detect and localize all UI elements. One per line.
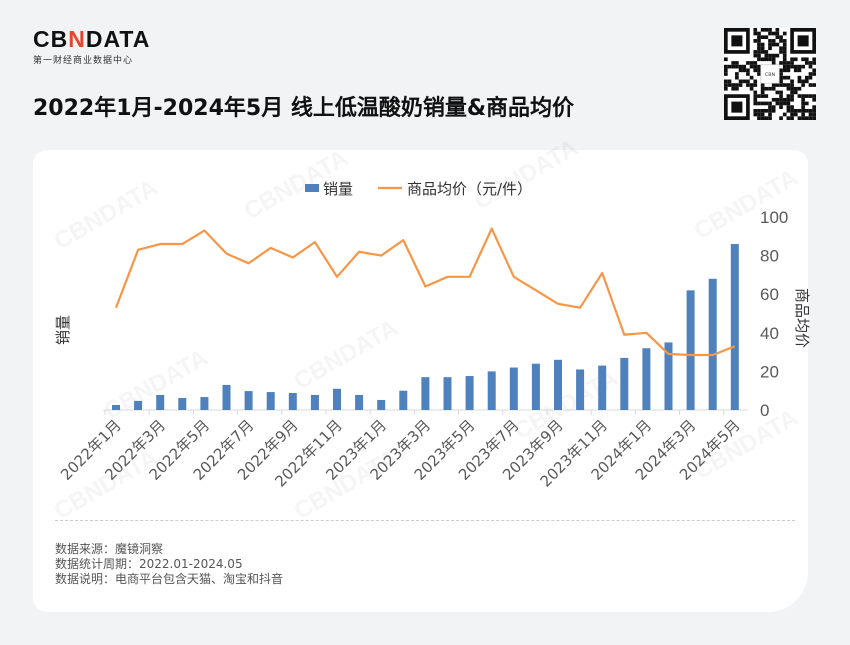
note-period: 数据统计周期：2022.01-2024.05 [55,557,243,571]
divider [55,520,795,521]
bar-sales [134,400,143,410]
bar-sales [730,244,739,410]
watermark: CBNDATA [50,174,163,255]
bar-sales [156,394,165,410]
legend-label-sales: 销量 [323,180,353,198]
watermark: CBNDATA [290,314,403,395]
bar-sales [576,369,585,410]
bar-sales [443,377,452,410]
bar-sales [554,359,562,410]
bar-sales [487,371,496,410]
note-source: 数据来源：魔镜洞察 [55,542,164,556]
bar-sales [310,394,319,410]
bar-sales [355,394,364,410]
bar-sales [333,388,341,410]
bar-sales [642,348,651,410]
y-right-tick-label: 40 [760,324,779,343]
bar-sales [244,391,253,410]
bar-sales [708,278,717,410]
legend-swatch-sales [305,184,319,192]
logo-text: DATA [85,26,151,52]
y-right-tick-label: 80 [760,247,779,266]
svg-text:CBN: CBN [765,72,776,78]
logo-text-accent: N [68,26,86,52]
watermark: CBNDATA [470,134,583,215]
bar-sales [465,376,474,410]
watermark: CBNDATA [100,344,213,425]
line-avg-price [114,227,736,357]
y-right-tick-label: 0 [760,401,769,420]
bar-sales [509,367,518,410]
bar-sales [200,397,209,410]
y-right-axis-title: 商品均价 [793,288,811,348]
watermark: CBNDATA [690,164,803,245]
y-left-axis-title: 销量 [54,315,72,345]
cbndata-logo: CBNDATA 第一财经商业数据中心 [33,27,150,66]
y-right-tick-label: 20 [760,362,779,381]
bar-sales [266,392,275,410]
bar-sales [686,290,695,410]
qr-code: CBN [724,28,816,120]
bar-sales [288,393,297,410]
bar-sales [421,377,430,410]
logo-text: CB [33,26,69,52]
bar-sales [178,398,187,410]
bar-sales [620,357,629,410]
bar-sales [112,404,120,410]
bar-sales [377,399,386,410]
note-description: 数据说明：电商平台包含天猫、淘宝和抖音 [55,572,284,586]
page-title: 2022年1月-2024年5月 线上低温酸奶销量&商品均价 [33,96,575,121]
bar-sales [664,342,673,410]
y-right-tick-label: 100 [760,208,788,227]
y-right-tick-label: 60 [760,285,779,304]
bar-sales [222,384,231,410]
logo-tagline: 第一财经商业数据中心 [33,56,134,66]
bar-sales [399,390,408,410]
bar-sales [598,365,607,410]
legend-label-price: 商品均价（元/件） [407,180,532,198]
bar-sales [531,363,540,410]
chart-card [33,150,808,612]
watermark: CBNDATA [50,444,163,525]
footnotes: 数据来源：魔镜洞察 数据统计周期：2022.01-2024.05 数据说明：电商… [55,542,283,587]
